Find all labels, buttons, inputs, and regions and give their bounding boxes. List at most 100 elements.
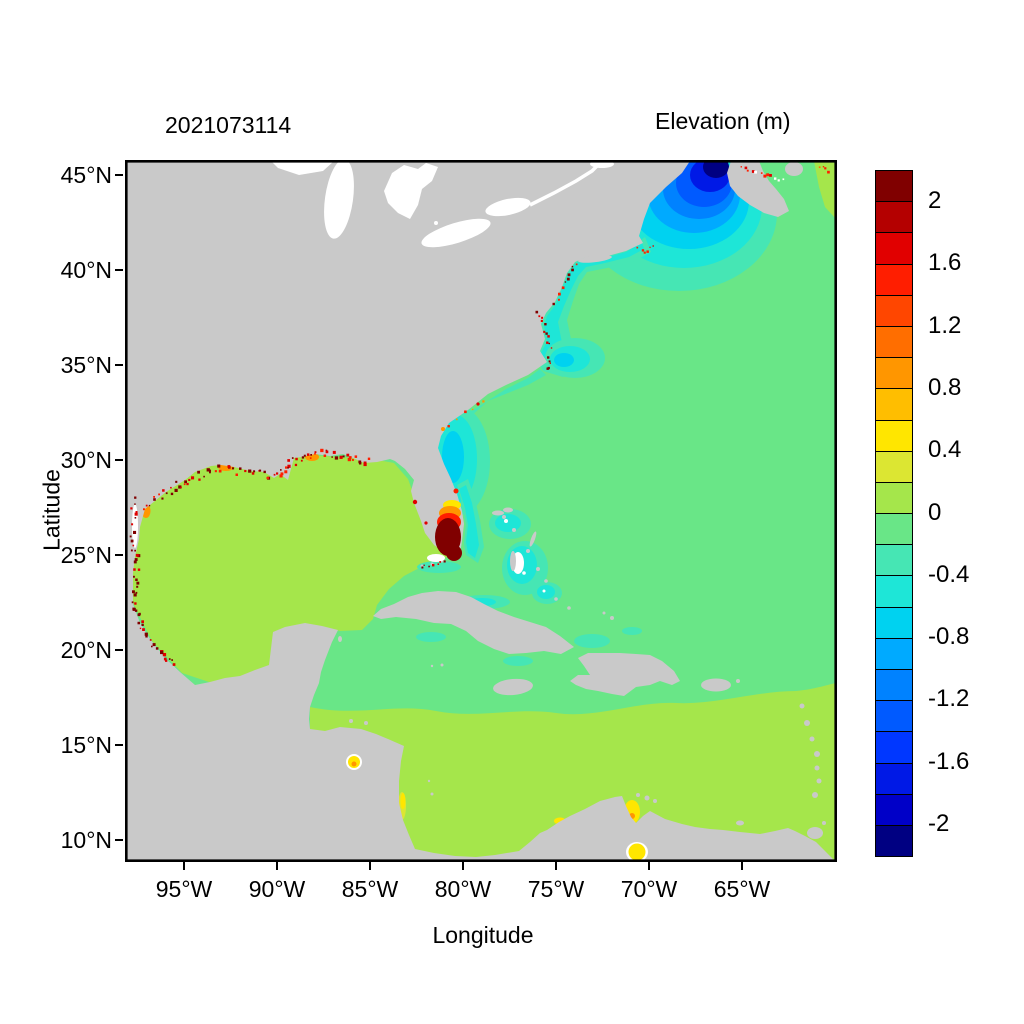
colorbar-label: -0.8 (928, 623, 970, 651)
charlotte-harbor-speck (424, 521, 428, 525)
cuba-south-mint (503, 656, 533, 666)
y-tick-mark (115, 649, 123, 651)
coastal-speck (232, 467, 235, 470)
coastal-speck (131, 601, 134, 604)
coastal-speck (161, 497, 164, 500)
coastal-speck (145, 504, 148, 507)
canaveral-speck (453, 488, 459, 494)
lake-huron (384, 163, 438, 219)
coastal-speck (162, 489, 165, 492)
coastal-speck (134, 517, 137, 519)
coastal-speck (571, 265, 574, 268)
x-tick-mark (741, 862, 743, 870)
colorbar-label: -1.2 (928, 685, 970, 713)
coastal-speck (266, 476, 269, 480)
x-tick-label: 95°W (155, 876, 213, 902)
x-tick-label: 75°W (527, 876, 585, 902)
x-tick-label: 70°W (620, 876, 678, 902)
x-tick-mark (462, 862, 464, 870)
x-tick-label: 80°W (434, 876, 492, 902)
lakes-layer (271, 161, 614, 248)
coastal-speck (774, 177, 777, 180)
coastal-speck (130, 549, 133, 552)
coastal-speck (135, 591, 138, 594)
coastal-speck (130, 507, 133, 510)
coastal-speck (214, 470, 217, 473)
coastal-speck (149, 639, 152, 641)
y-tick-label: 20°N (60, 637, 112, 663)
florida-bay-white (427, 554, 445, 562)
y-tick-label: 25°N (60, 542, 112, 568)
colorbar-segment (876, 701, 912, 733)
x-tick-mark (555, 862, 557, 870)
coastal-speck (235, 473, 238, 476)
coastal-speck (248, 469, 252, 473)
y-tick-mark (115, 744, 123, 746)
st-lawrence-river (529, 161, 602, 207)
coastal-speck (325, 450, 329, 454)
nicaragua-coast-yellow (400, 793, 406, 809)
coastal-speck (129, 535, 132, 538)
coastal-speck (244, 469, 247, 473)
long-island (578, 255, 612, 263)
coastal-speck (206, 468, 210, 472)
small-caribbean-islands (338, 559, 444, 796)
coastal-speck (561, 286, 565, 290)
colorbar-segment (876, 576, 912, 608)
colorbar-segment (876, 607, 912, 639)
coastal-speck (544, 323, 547, 326)
coastal-speck (134, 602, 137, 605)
y-tick-mark (115, 459, 123, 461)
colorbar-label: 0.8 (928, 373, 962, 401)
coastal-speck (827, 170, 830, 174)
bahama-bank-cyan-1 (495, 514, 521, 532)
coastal-speck (227, 465, 231, 468)
lake-ontario (485, 197, 531, 217)
y-tick-mark (115, 554, 123, 556)
coastal-speck (209, 471, 211, 474)
coastal-speck (766, 173, 770, 177)
colorbar-label: -0.4 (928, 560, 970, 588)
plot-frame-border (126, 161, 836, 861)
coastal-speck (273, 473, 276, 476)
coastal-speck (285, 466, 288, 469)
silver-bank-mint (622, 627, 642, 635)
coastal-speck (276, 472, 279, 475)
coastal-speck (263, 470, 266, 474)
coastal-speck (641, 249, 645, 252)
coastal-speck (135, 578, 138, 581)
y-tick-mark (115, 174, 123, 176)
coastal-speck (547, 335, 550, 338)
coastal-speck (464, 410, 467, 414)
coastal-speck (437, 563, 440, 565)
cuba (373, 591, 574, 654)
coastal-speck (130, 539, 134, 543)
coastal-speck (171, 659, 173, 661)
coastal-speck (552, 302, 555, 306)
coastal-speck (367, 457, 371, 460)
coastal-speck (769, 174, 772, 177)
turks-mint (574, 634, 610, 648)
x-tick-label: 85°W (341, 876, 399, 902)
coastal-speck (294, 463, 298, 467)
y-tick-label: 10°N (60, 827, 112, 853)
x-tick-label: 90°W (248, 876, 306, 902)
coastal-speck (564, 281, 567, 283)
coastal-speck (287, 459, 290, 462)
nova-scotia (727, 161, 789, 217)
coastal-speck (538, 315, 541, 318)
x-tick-label: 65°W (713, 876, 771, 902)
coastal-speck (763, 174, 767, 178)
colorbar-label: 1.2 (928, 311, 962, 339)
colorbar (875, 170, 913, 857)
x-tick-mark (369, 862, 371, 870)
coastal-speck (482, 400, 485, 403)
coastal-speck (359, 462, 362, 465)
florida-coast-cyan (459, 485, 479, 558)
lake-superior (271, 161, 334, 175)
coastal-speck (295, 457, 298, 461)
colorbar-segment (876, 389, 912, 421)
hispaniola (570, 653, 680, 696)
coastal-speck (259, 469, 262, 472)
coastal-speck (439, 561, 441, 563)
